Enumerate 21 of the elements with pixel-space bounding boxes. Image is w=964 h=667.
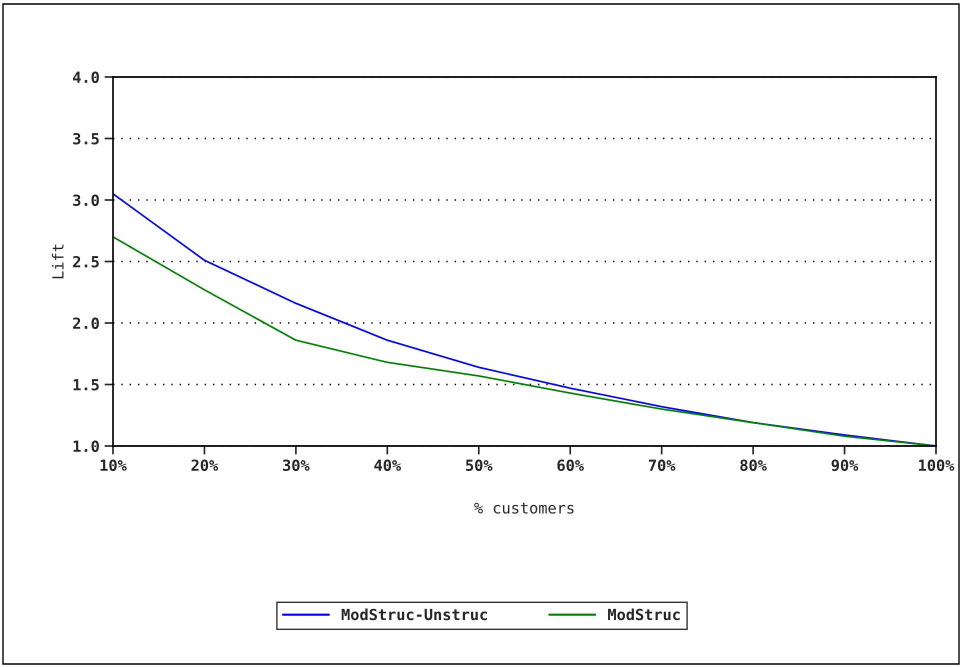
x-tick-label: 90% (832, 459, 858, 472)
y-tick-label: 1.5 (74, 379, 99, 391)
x-axis-title: % customers (474, 502, 574, 514)
y-tick-label: 3.5 (73, 132, 99, 145)
y-tick-label: 3.0 (73, 194, 99, 206)
y-tick-label: 4.0 (72, 71, 99, 84)
y-tick-label: 1.0 (74, 440, 99, 452)
x-tick-label: 70% (648, 459, 676, 472)
x-tick-label: 80% (740, 459, 767, 472)
legend-label: ModStruc-Unstruc (342, 608, 487, 620)
x-tick-label: 40% (374, 459, 402, 472)
x-tick-label: 30% (283, 459, 310, 472)
x-tick-label: 20% (192, 459, 218, 472)
y-axis-title: Lift (52, 244, 64, 278)
x-tick-label: 10% (100, 459, 127, 472)
x-tick-label: 50% (466, 459, 492, 472)
y-tick-label: 2.5 (73, 256, 99, 268)
y-tick-label: 2.0 (73, 317, 99, 330)
legend-label: ModStruc (608, 608, 680, 620)
x-tick-label: 60% (557, 459, 584, 472)
x-tick-label: 100% (919, 459, 954, 472)
